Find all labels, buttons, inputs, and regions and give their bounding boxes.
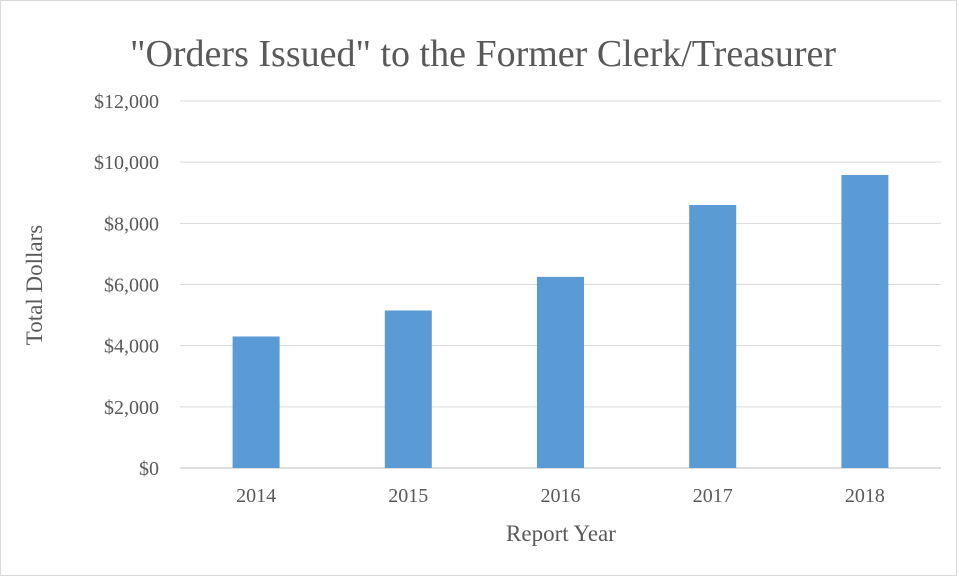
- gridlines: [180, 100, 941, 469]
- chart-title: "Orders Issued" to the Former Clerk/Trea…: [130, 33, 836, 75]
- bar-2015: [384, 310, 432, 468]
- x-tick-label: 2015: [388, 485, 428, 507]
- y-tick-label: $6,000: [104, 275, 159, 297]
- bar-2018: [841, 175, 889, 469]
- x-tick-label: 2017: [693, 485, 733, 507]
- y-tick-label: $0: [139, 458, 159, 480]
- x-axis-ticks: 2014 2015 2016 2017 2018: [236, 485, 885, 507]
- y-tick-label: $4,000: [104, 336, 159, 358]
- bar-2014: [232, 336, 280, 468]
- y-axis-ticks: $0 $2,000 $4,000 $6,000 $8,000 $10,000 $12,000: [94, 91, 159, 480]
- y-tick-label: $10,000: [94, 152, 159, 174]
- x-axis-title: Report Year: [506, 521, 616, 546]
- x-tick-label: 2018: [845, 485, 885, 507]
- y-tick-label: $2,000: [104, 397, 159, 419]
- bar-2017: [689, 204, 737, 468]
- bar-2016: [537, 276, 584, 468]
- y-axis-title: Total Dollars: [22, 225, 47, 345]
- y-tick-label: $8,000: [104, 213, 159, 235]
- x-tick-label: 2014: [236, 485, 276, 507]
- bars: [232, 175, 889, 469]
- y-tick-label: $12,000: [94, 91, 159, 113]
- x-tick-label: 2016: [541, 485, 581, 507]
